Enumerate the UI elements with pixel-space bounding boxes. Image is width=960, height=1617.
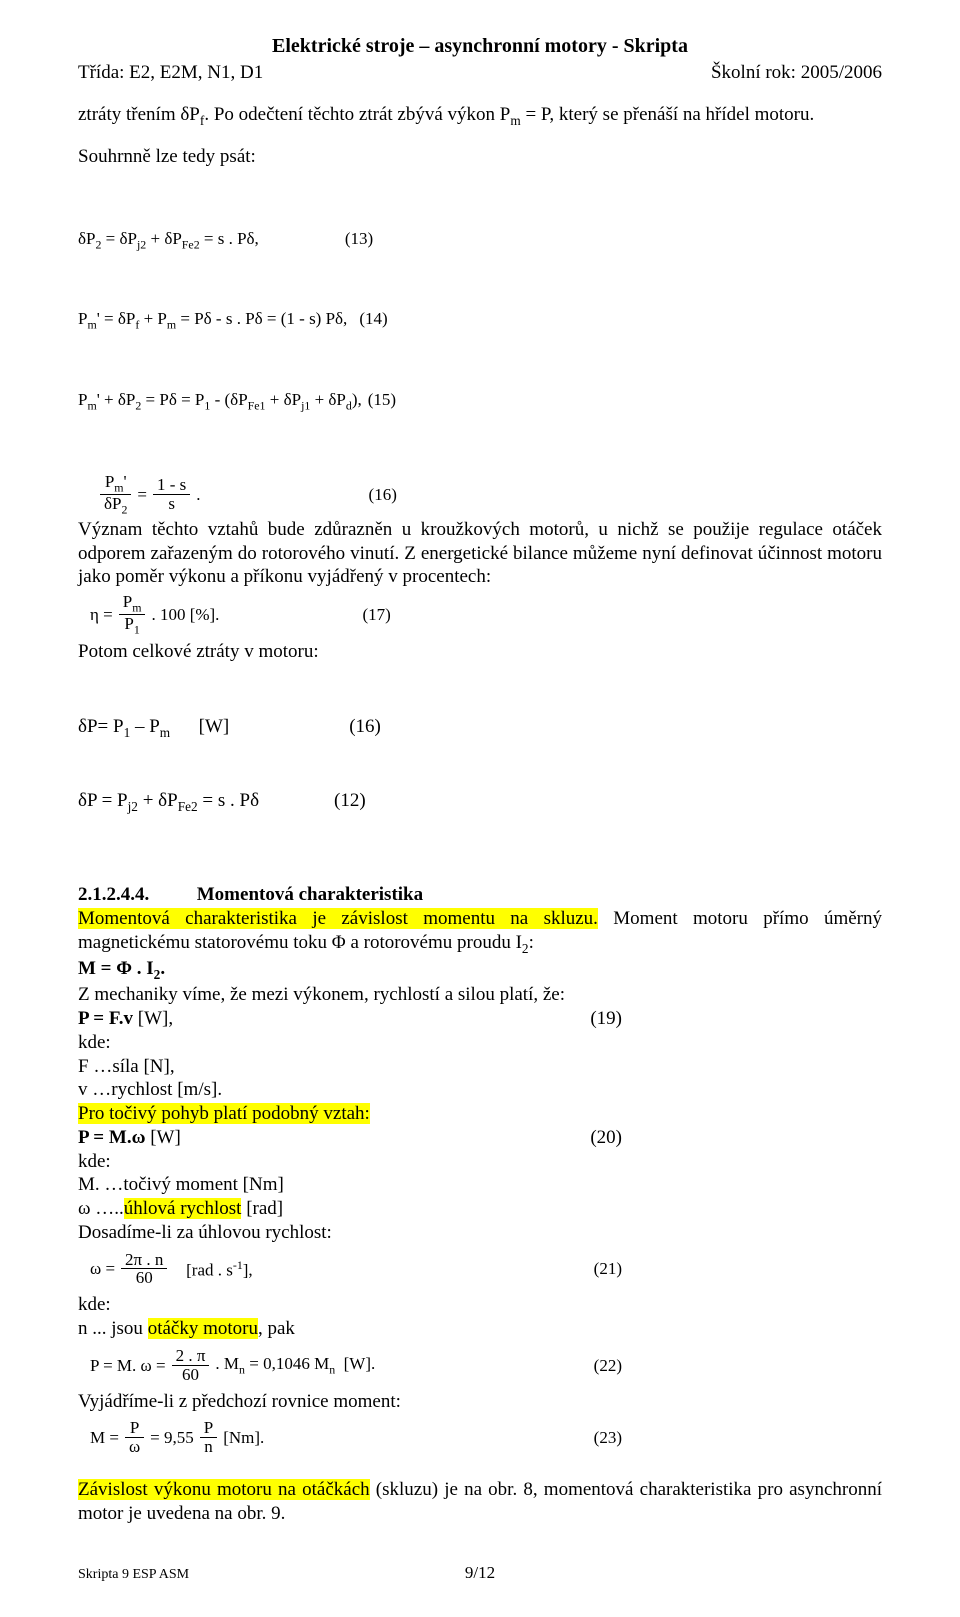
para-total-losses: Potom celkové ztráty v motoru: (78, 640, 882, 664)
kde-2: kde: (78, 1150, 882, 1174)
eq-20: P = M.ω [W] (20) (78, 1126, 882, 1150)
eq-21: ω = 2π . n60 [rad . s-1], (21) (90, 1251, 882, 1288)
eq-number: (19) (590, 1007, 882, 1031)
doc-title: Elektrické stroje – asynchronní motory -… (78, 34, 882, 59)
highlight-text: Pro točivý pohyb platí podobný vztah: (78, 1103, 370, 1124)
text: : (529, 932, 534, 953)
eq-m-phi: M = Φ . I2. (78, 957, 882, 983)
page: Elektrické stroje – asynchronní motory -… (0, 0, 960, 1617)
para-substitute: Dosadíme-li za úhlovou rychlost: (78, 1221, 882, 1245)
eq-bold: M = Φ . I (78, 958, 154, 979)
eq-17: η = PmP1 . 100 [%]. (17) (90, 593, 882, 636)
kde-1: kde: (78, 1031, 882, 1055)
eq-bold: P = F.v (78, 1008, 133, 1029)
eq14: Pm' = δPf + Pm = Pδ - s . Pδ = (1 - s) P… (78, 306, 347, 334)
eq-tail: . 100 [%]. (151, 604, 219, 625)
footer-page-number: 9/12 (465, 1562, 495, 1583)
eq-unit: [W], (133, 1008, 173, 1029)
header-right: Školní rok: 2005/2006 (711, 61, 882, 85)
n-line: n ... jsou otáčky motoru, pak (78, 1317, 882, 1341)
eq-number: (22) (594, 1355, 882, 1376)
eq-19: P = F.v [W], (19) (78, 1007, 882, 1031)
eq-22: P = M. ω = 2 . π60 . Mn = 0,1046 Mn [W].… (90, 1347, 882, 1384)
eq-number: (16) (369, 484, 397, 505)
eq-pre: M = (90, 1427, 119, 1448)
eq-mid: . Mn = 0,1046 Mn [W]. (215, 1353, 375, 1377)
frac-den: n (200, 1438, 217, 1456)
eq-number: (16) (349, 715, 381, 741)
eq-tail: [Nm]. (223, 1427, 264, 1448)
para-meaning: Význam těchto vztahů bude zdůrazněn u kr… (78, 518, 882, 589)
subscript: m (510, 113, 520, 128)
text: = P, který se přenáší na hřídel motoru. (521, 104, 815, 125)
eq-pre: P = M. ω = (90, 1355, 166, 1376)
eq-mid: = 9,55 (150, 1427, 194, 1448)
text: . Po odečtení těchto ztrát zbývá výkon P (204, 104, 510, 125)
eq13: δP2 = δPj2 + δPFe2 = s . Pδ, (78, 226, 259, 254)
frac-num: P (200, 1419, 217, 1438)
para-mechanics: Z mechaniky víme, že mezi výkonem, rychl… (78, 983, 882, 1007)
eq-number: (17) (362, 604, 390, 625)
highlight-text: otáčky motoru (148, 1318, 258, 1339)
eq-unit: [W] (145, 1127, 180, 1148)
M-line: M. …točivý moment [Nm] (78, 1173, 882, 1197)
text: ztráty třením δP (78, 104, 200, 125)
eq-number: (23) (594, 1427, 882, 1448)
eq-23: M = Pω = 9,55 Pn [Nm]. (23) (90, 1419, 882, 1456)
eq-num-frac: 1 - s (153, 476, 190, 495)
eq-den-frac: s (153, 495, 190, 513)
eq-number: (12) (334, 789, 366, 815)
text: [rad] (241, 1198, 283, 1219)
eq-mid: = (137, 484, 147, 505)
text: . (160, 958, 165, 979)
eq-dp2-l: δP = Pj2 + δPFe2 = s . Pδ (78, 789, 259, 815)
kde-3: kde: (78, 1293, 882, 1317)
eq-number: (15) (368, 387, 396, 415)
v-line: v …rychlost [m/s]. (78, 1078, 882, 1102)
text: n ... jsou (78, 1318, 148, 1339)
highlight-text: Závislost výkonu motoru na otáčkách (78, 1479, 370, 1500)
subscript: 2 (522, 940, 529, 955)
frac-den: ω (125, 1438, 144, 1456)
text: ω ….. (78, 1198, 124, 1219)
header-row: Třída: E2, E2M, N1, D1 Školní rok: 2005/… (78, 61, 882, 85)
eq-number: (20) (590, 1126, 882, 1150)
frac-num: 2π . n (121, 1251, 167, 1270)
eq-number: (21) (594, 1258, 882, 1279)
para-express: Vyjádříme-li z předchozí rovnice moment: (78, 1390, 882, 1414)
para-dependence: Závislost výkonu motoru na otáčkách (skl… (78, 1478, 882, 1526)
eq15: Pm' + δP2 = Pδ = P1 - (δPFe1 + δPj1 + δP… (78, 387, 362, 415)
eq-dp1-l: δP= P1 – Pm [W] (78, 715, 229, 741)
para-summary: Souhrnně lze tedy psát: (78, 145, 882, 169)
frac-den: 60 (172, 1366, 210, 1384)
section-heading: 2.1.2.4.4. Momentová charakteristika (78, 883, 882, 907)
eq-pre: η = (90, 604, 113, 625)
footer-left: Skripta 9 ESP ASM (78, 1566, 189, 1584)
text: , pak (258, 1318, 295, 1339)
eq-number: (13) (345, 226, 373, 254)
section-title: Momentová charakteristika (197, 884, 423, 905)
para-losses: ztráty třením δPf. Po odečtení těchto zt… (78, 103, 882, 129)
eq-16: Pm'δP2 = 1 - ss . (16) (98, 473, 882, 516)
para-moment: Momentová charakteristika je závislost m… (78, 907, 882, 957)
eq-tail: [rad . s-1], (173, 1258, 252, 1281)
eq-13-15: δP2 = δPj2 + δPFe2 = s . Pδ, (13) Pm' = δ… (78, 173, 882, 467)
eq-bold: P = M.ω (78, 1127, 145, 1148)
eq-tail: . (196, 484, 200, 505)
F-line: F …síla [N], (78, 1055, 882, 1079)
hl-rotary: Pro točivý pohyb platí podobný vztah: (78, 1102, 882, 1126)
eq-dp1: δP= P1 – Pm [W] (16) δP = Pj2 + δPFe2 = s… (78, 668, 882, 863)
eq-pre: ω = (90, 1258, 115, 1279)
section-num: 2.1.2.4.4. (78, 884, 149, 905)
frac-num: P (125, 1419, 144, 1438)
eq-number: (14) (359, 306, 387, 334)
highlight-text: Momentová charakteristika je závislost m… (78, 908, 598, 929)
highlight-text: úhlová rychlost (124, 1198, 242, 1219)
omega-line: ω …..úhlová rychlost [rad] (78, 1197, 882, 1221)
frac-num: 2 . π (172, 1347, 210, 1366)
header-left: Třída: E2, E2M, N1, D1 (78, 61, 263, 85)
frac-den: 60 (121, 1269, 167, 1287)
